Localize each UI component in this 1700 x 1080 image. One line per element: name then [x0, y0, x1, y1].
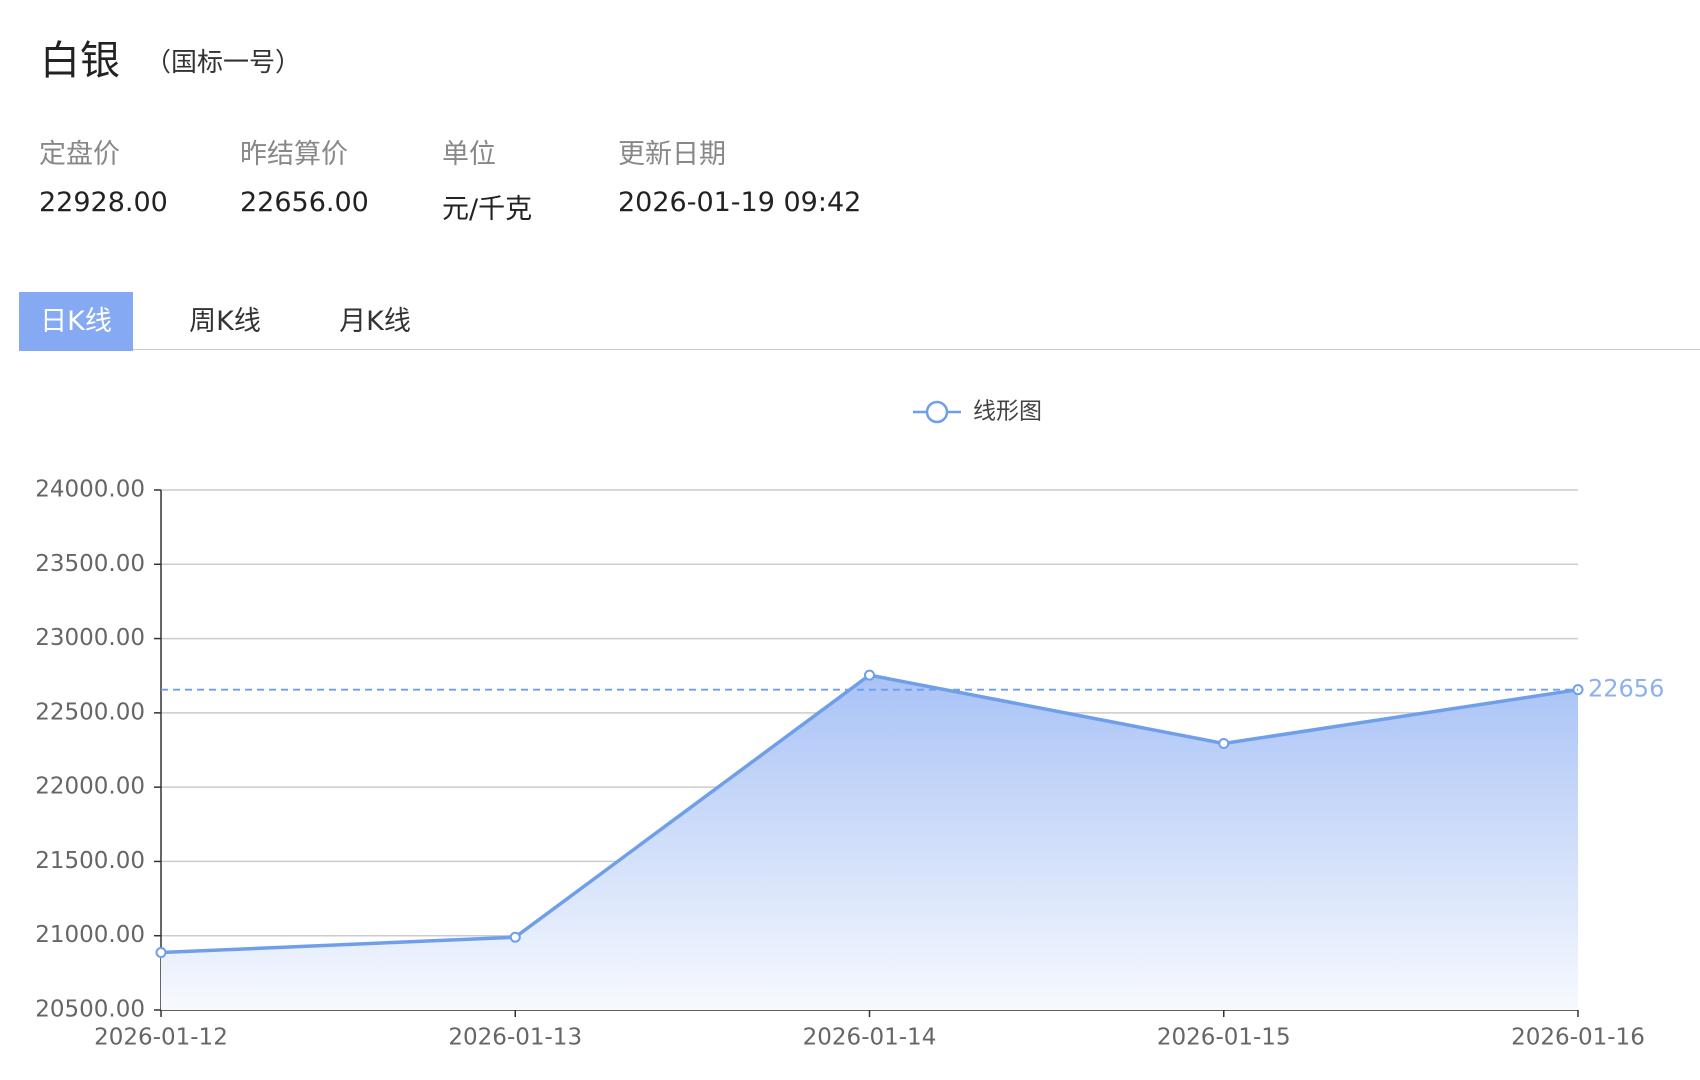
x-tick-label: 2026-01-13 [448, 1025, 582, 1051]
info-label: 定盘价 [39, 139, 120, 170]
mark-line-label: 22656 [1588, 675, 1664, 703]
tab[interactable]: 月K线 [339, 306, 411, 337]
point [509, 931, 521, 943]
y-tick-label: 21500.00 [35, 848, 145, 874]
y-tick-label: 20500.00 [35, 997, 145, 1023]
y-tick-label: 24000.00 [35, 477, 145, 503]
tab[interactable]: 周K线 [189, 306, 261, 337]
info-value: 元/千克 [442, 194, 533, 225]
title: 白银 [40, 38, 120, 84]
y-tick-label: 21000.00 [35, 922, 145, 948]
y-tick-label: 22500.00 [35, 699, 145, 725]
area [161, 675, 1578, 1010]
x-tick-label: 2026-01-14 [803, 1025, 937, 1051]
info-field: 更新日期 2026-01-19 09:42 [618, 132, 861, 218]
info-value: 2026-01-19 09:42 [618, 187, 862, 218]
x-tick-label: 2026-01-12 [94, 1025, 228, 1051]
y-tick-label: 22000.00 [35, 774, 145, 800]
info-label: 更新日期 [618, 139, 726, 170]
subtitle: （国标一号） [145, 48, 302, 78]
y-tick-label: 23000.00 [35, 625, 145, 651]
info-label: 昨结算价 [240, 139, 348, 170]
point [864, 669, 875, 681]
legend-label: 线形图 [973, 399, 1042, 425]
info-field: 昨结算价 22656.00 [240, 132, 369, 218]
info-label: 单位 [442, 139, 496, 170]
point [1218, 737, 1230, 749]
y-tick-label: 23500.00 [35, 551, 145, 577]
x-tick-label: 2026-01-16 [1511, 1025, 1645, 1051]
info-value: 22656.00 [240, 187, 369, 218]
x-tick-label: 2026-01-15 [1157, 1025, 1291, 1051]
point [155, 947, 167, 959]
info-field: 定盘价 22928.00 [39, 132, 168, 218]
tab[interactable]: 日K线 [19, 292, 133, 351]
legend-marker [925, 400, 949, 424]
tab-bar: 日K线 周K线 月K线 [19, 292, 1700, 351]
info-value: 22928.00 [39, 187, 168, 218]
info-field: 单位元/千克 [442, 132, 532, 226]
